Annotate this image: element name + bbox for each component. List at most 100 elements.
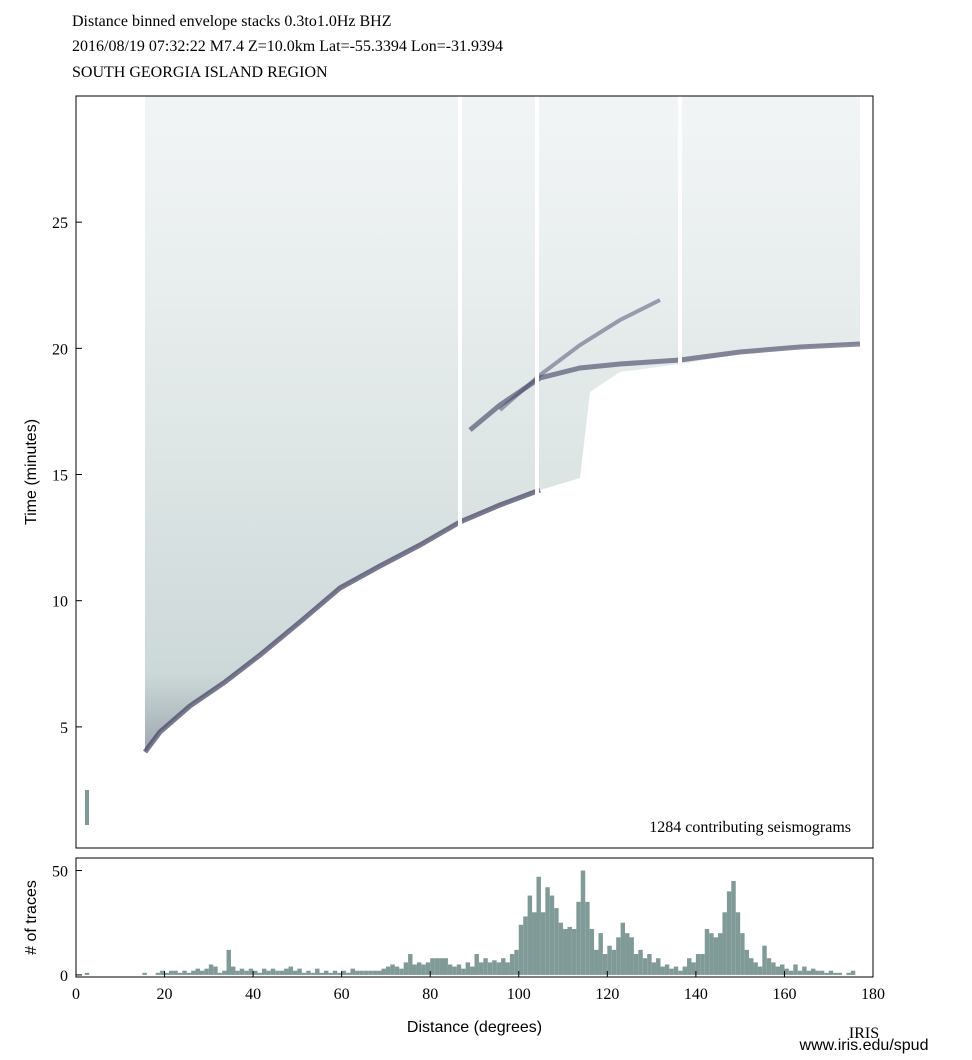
bar <box>567 926 572 975</box>
bar <box>713 937 719 975</box>
bar <box>399 968 404 975</box>
bar <box>718 933 723 975</box>
y-axis-label: Time (minutes) <box>23 419 40 525</box>
bar <box>292 970 298 975</box>
x-tick-label: 180 <box>861 986 885 1003</box>
bar <box>155 972 161 975</box>
bar <box>288 966 293 975</box>
bar <box>177 972 183 975</box>
bar <box>691 962 696 975</box>
bar <box>186 972 192 975</box>
bar <box>625 933 630 975</box>
bar <box>669 968 674 975</box>
bar <box>833 972 838 975</box>
bar <box>284 968 289 975</box>
logo-url: www.iris.edu/spud <box>799 1037 929 1054</box>
bar <box>315 968 320 975</box>
bar <box>390 964 395 975</box>
bar <box>319 972 324 975</box>
bar <box>642 958 648 975</box>
bar <box>523 916 528 975</box>
bar <box>638 949 643 975</box>
bar <box>527 895 533 975</box>
envelope-wash <box>145 96 860 752</box>
bar <box>633 954 639 975</box>
x-tick-label: 0 <box>72 986 80 1003</box>
chart-subtitle: 2016/08/19 07:32:22 M7.4 Z=10.0km Lat=-5… <box>72 38 503 55</box>
bar <box>726 891 732 975</box>
bar <box>456 964 462 975</box>
bar <box>208 964 214 975</box>
bar <box>465 962 471 975</box>
bar <box>213 966 218 975</box>
bar <box>204 968 209 975</box>
bar <box>660 966 665 975</box>
bar <box>354 970 360 975</box>
bar <box>740 933 745 975</box>
p-arrival <box>143 487 541 754</box>
streak <box>85 790 89 825</box>
bar <box>359 970 364 975</box>
bar <box>434 958 440 975</box>
bar <box>558 922 564 975</box>
bar <box>788 970 794 975</box>
bar <box>222 970 227 975</box>
y-tick-label: 50 <box>52 864 68 881</box>
bar <box>749 958 754 975</box>
bar <box>784 968 789 975</box>
bar <box>620 922 626 975</box>
bar <box>687 958 692 975</box>
x-tick-label: 140 <box>684 986 708 1003</box>
gap <box>458 96 462 526</box>
x-tick-label: 160 <box>772 986 796 1003</box>
bar <box>160 970 165 975</box>
bar <box>363 970 369 975</box>
bar <box>709 933 714 975</box>
bar <box>235 970 240 975</box>
bar <box>270 968 276 975</box>
bar <box>328 972 333 975</box>
bar <box>199 970 205 975</box>
bar <box>678 970 683 975</box>
bar <box>704 928 710 975</box>
bar <box>850 970 856 975</box>
bar <box>217 972 223 975</box>
bar <box>682 966 688 975</box>
bar <box>802 966 807 975</box>
bar <box>474 954 479 975</box>
bar <box>430 958 435 975</box>
bar <box>695 954 701 975</box>
bar <box>611 949 617 975</box>
bar <box>793 964 798 975</box>
bar <box>301 972 307 975</box>
bar <box>700 954 705 975</box>
bar <box>731 880 736 975</box>
bar <box>310 972 316 975</box>
y-axis-label: # of traces <box>23 880 40 955</box>
x-axis-label: Distance (degrees) <box>407 1019 542 1036</box>
bar <box>84 972 90 975</box>
bar <box>230 966 236 975</box>
bar <box>509 954 515 975</box>
heatmap-decoration <box>85 96 861 825</box>
bar <box>607 945 612 975</box>
bar <box>762 945 767 975</box>
bar <box>532 912 537 975</box>
bar <box>248 968 254 975</box>
bar <box>191 970 196 975</box>
bar <box>501 958 506 975</box>
bar <box>771 962 776 975</box>
bar <box>673 966 679 975</box>
gap <box>535 96 539 501</box>
bar <box>656 958 661 975</box>
bar <box>447 964 453 975</box>
bar <box>461 968 466 975</box>
bar <box>394 966 400 975</box>
bar <box>549 895 555 975</box>
bar <box>439 958 444 975</box>
bar <box>518 924 524 975</box>
bar <box>279 970 285 975</box>
bar <box>341 970 347 975</box>
x-tick-label: 120 <box>595 986 619 1003</box>
